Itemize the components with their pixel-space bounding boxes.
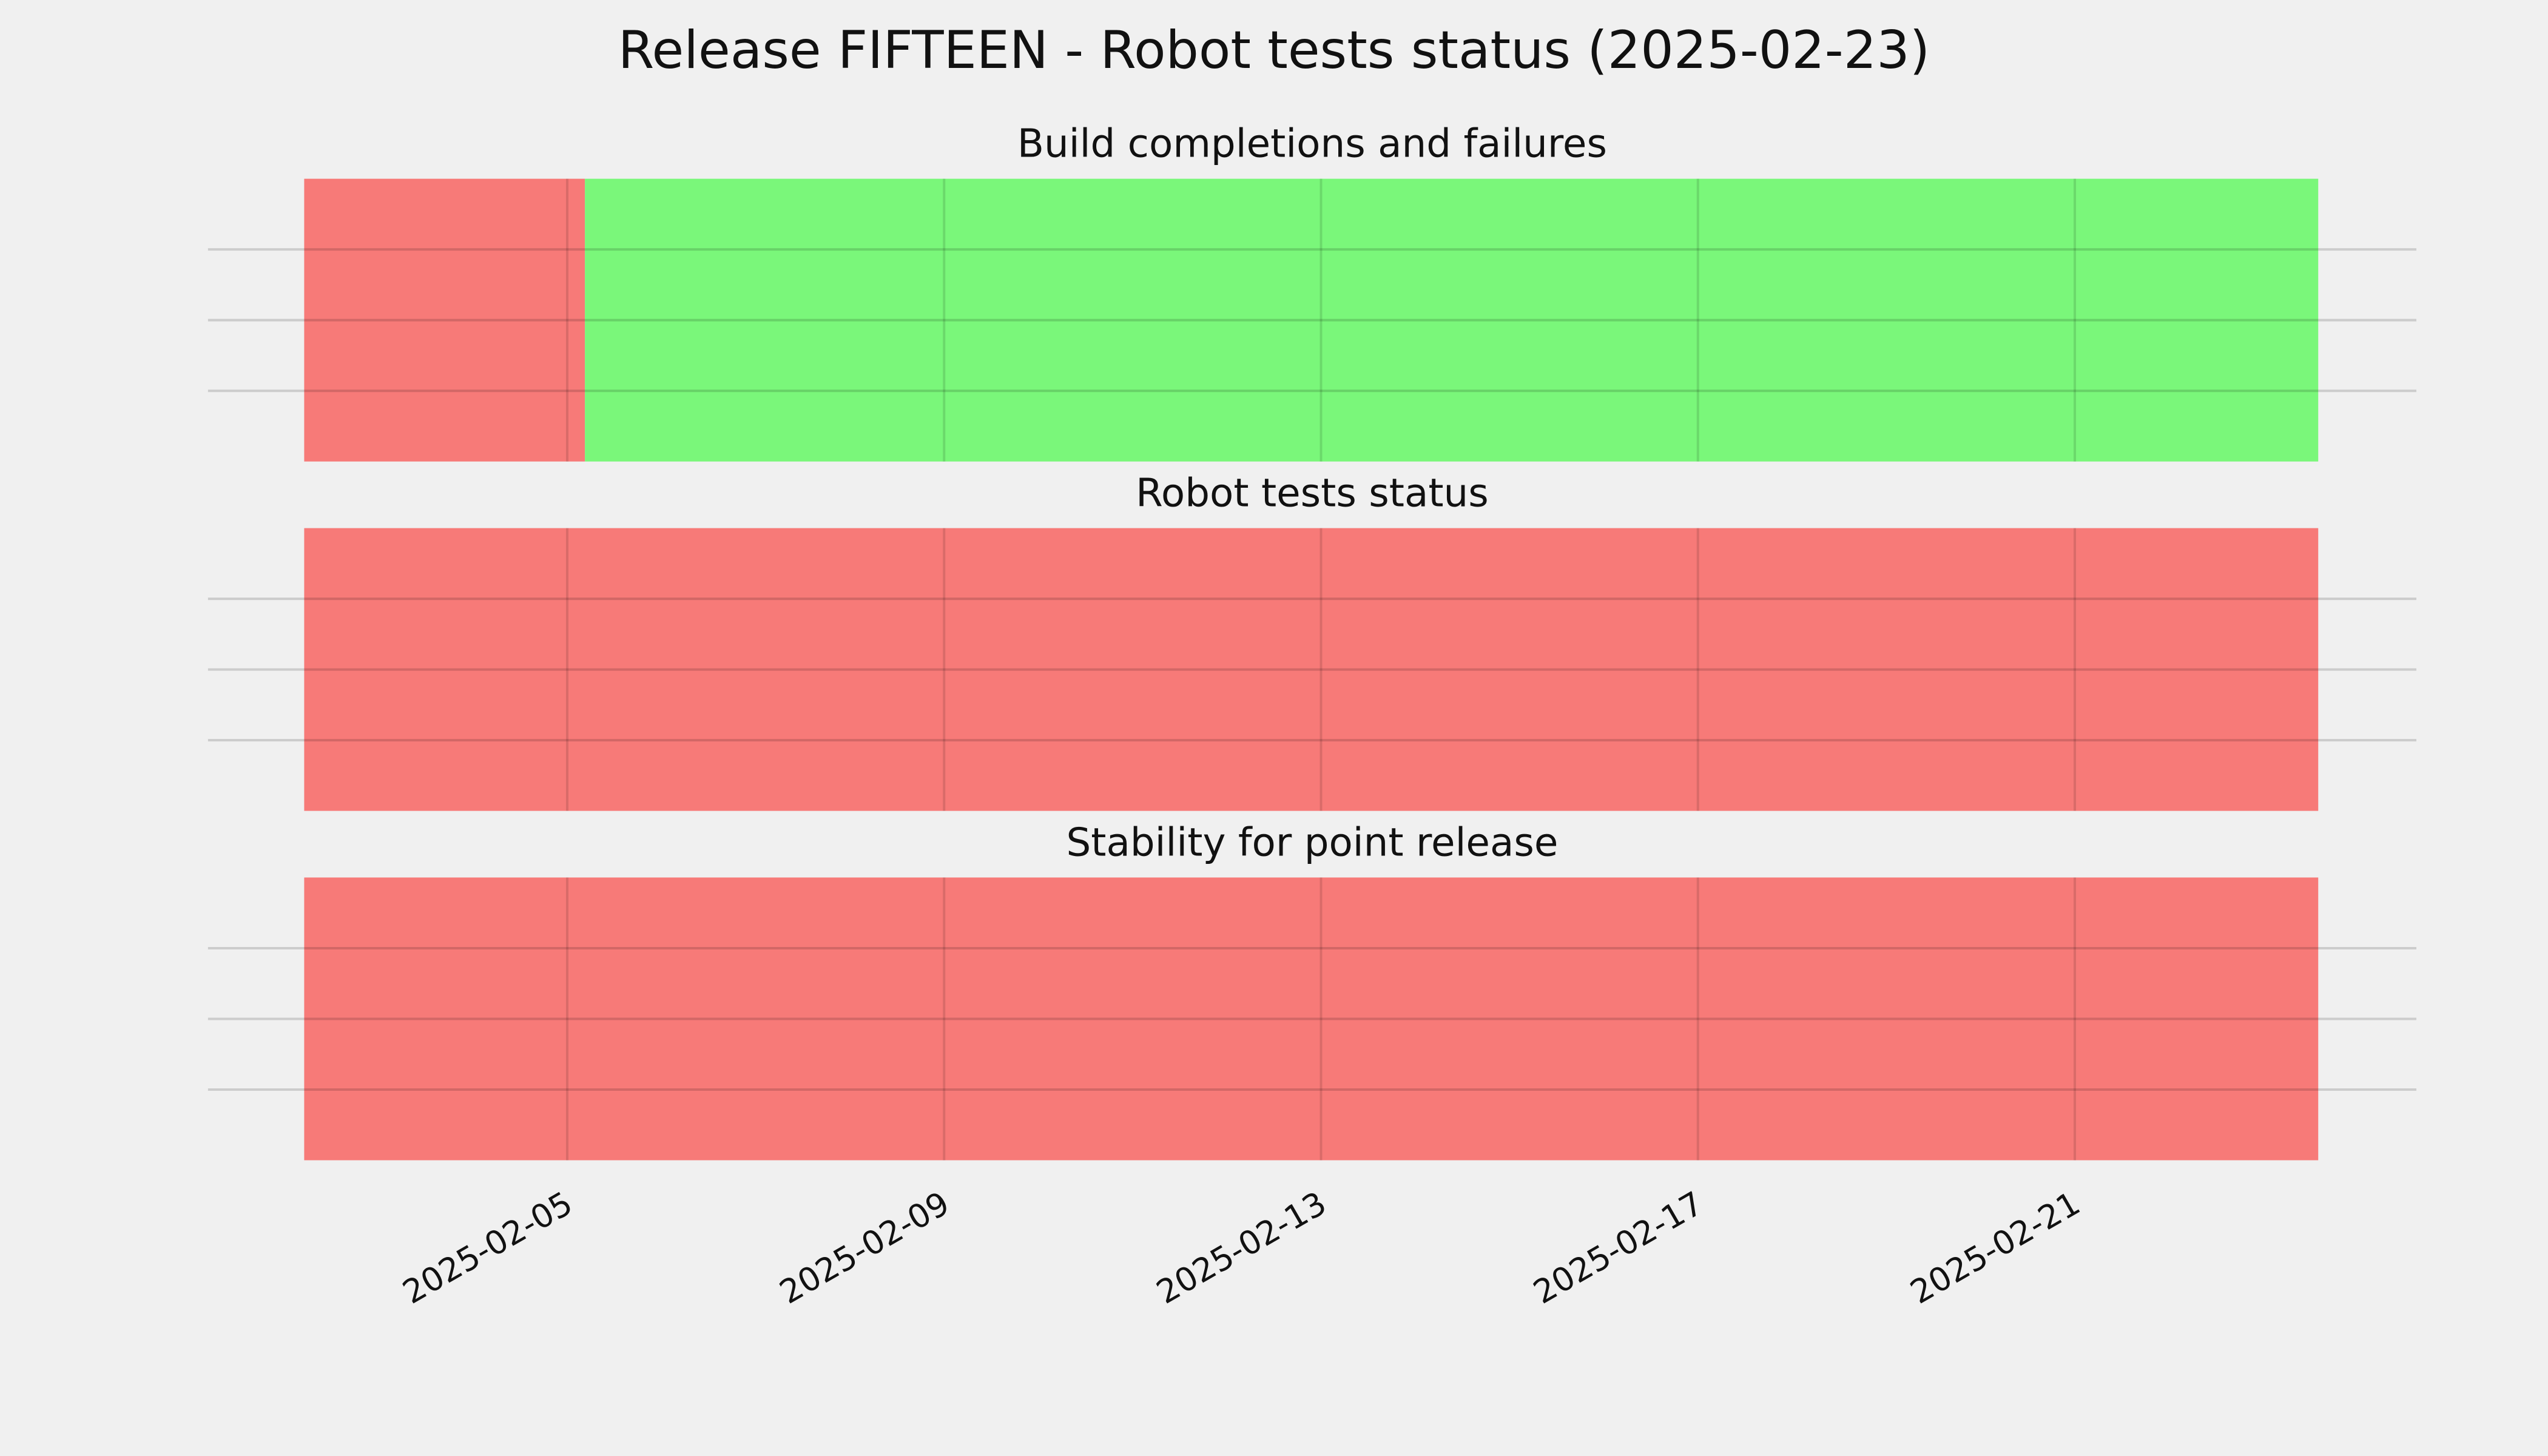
chart-title: Release FIFTEEN - Robot tests status (20… [618,20,1930,81]
subplot-title: Build completions and failures [1017,121,1607,167]
status-segment [304,178,585,462]
status-segment [304,877,2319,1161]
status-segment [585,178,2319,462]
subplot-title: Robot tests status [1136,471,1489,516]
status-segment [304,528,2319,811]
subplot-title: Stability for point release [1067,820,1559,865]
